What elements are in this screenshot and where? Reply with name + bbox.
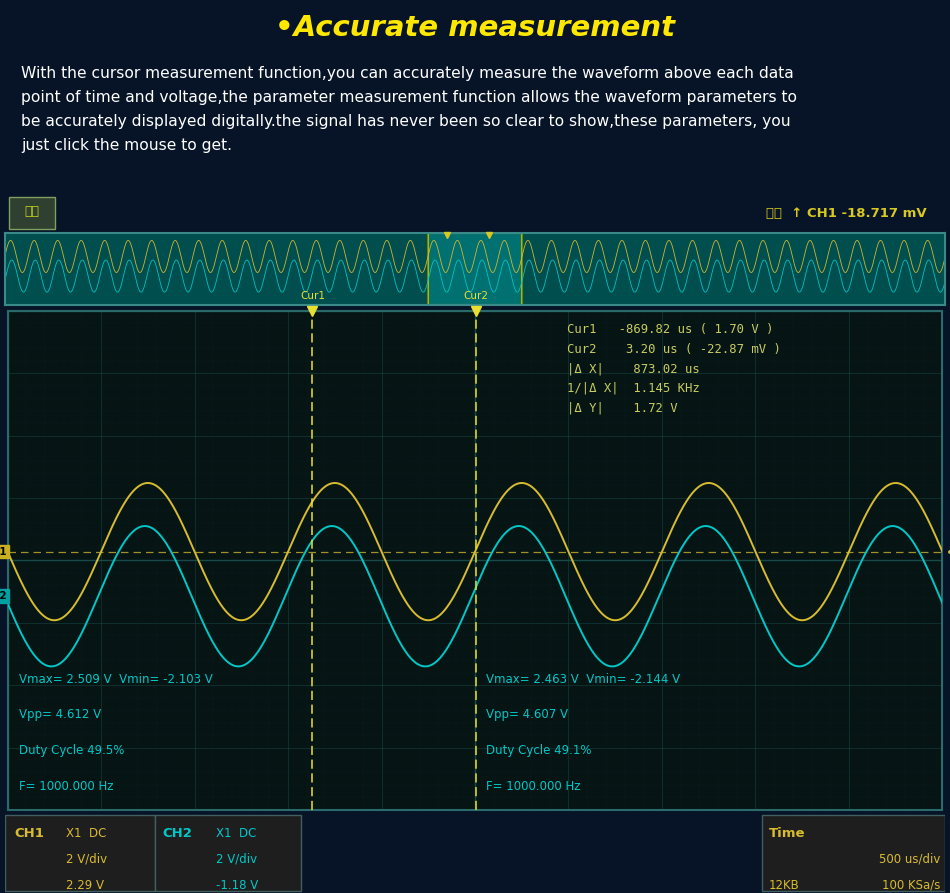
Bar <box>762 814 945 891</box>
Text: CH2: CH2 <box>0 591 7 601</box>
Text: 2.29 V: 2.29 V <box>66 879 104 891</box>
Text: Duty Cycle 49.1%: Duty Cycle 49.1% <box>486 744 592 757</box>
Bar <box>5 814 155 891</box>
Text: CH2: CH2 <box>162 828 193 840</box>
Text: With the cursor measurement function,you can accurately measure the waveform abo: With the cursor measurement function,you… <box>21 65 797 153</box>
Text: 2 V/div: 2 V/div <box>217 853 257 866</box>
Text: 2 V/div: 2 V/div <box>66 853 107 866</box>
Text: X1  DC: X1 DC <box>217 828 256 840</box>
Text: 12KB: 12KB <box>769 879 799 891</box>
Text: 运行: 运行 <box>25 204 40 218</box>
Text: CH1: CH1 <box>14 828 44 840</box>
Text: 100 KSa/s: 100 KSa/s <box>883 879 940 891</box>
Text: Cur1   -869.82 us ( 1.70 V )
Cur2    3.20 us ( -22.87 mV )
|Δ X|    873.02 us
1/: Cur1 -869.82 us ( 1.70 V ) Cur2 3.20 us … <box>566 323 781 414</box>
Text: Vmax= 2.509 V  Vmin= -2.103 V: Vmax= 2.509 V Vmin= -2.103 V <box>19 672 213 686</box>
Text: -1.18 V: -1.18 V <box>217 879 258 891</box>
Text: X1  DC: X1 DC <box>66 828 106 840</box>
Text: Cur1: Cur1 <box>300 291 325 302</box>
Text: F= 1000.000 Hz: F= 1000.000 Hz <box>486 780 580 793</box>
Text: 500 us/div: 500 us/div <box>879 853 940 866</box>
Text: Duty Cycle 49.5%: Duty Cycle 49.5% <box>19 744 124 757</box>
Text: Cur2: Cur2 <box>463 291 488 302</box>
Text: CH1: CH1 <box>0 547 7 556</box>
Bar <box>522 233 945 305</box>
Text: F= 1000.000 Hz: F= 1000.000 Hz <box>19 780 113 793</box>
Text: Time: Time <box>769 828 805 840</box>
Bar <box>10 197 54 230</box>
Text: Vpp= 4.612 V: Vpp= 4.612 V <box>19 708 101 722</box>
Bar <box>428 233 522 305</box>
Text: Vpp= 4.607 V: Vpp= 4.607 V <box>486 708 568 722</box>
Text: Vmax= 2.463 V  Vmin= -2.144 V: Vmax= 2.463 V Vmin= -2.144 V <box>486 672 680 686</box>
Text: •Accurate measurement: •Accurate measurement <box>275 13 675 41</box>
Bar <box>155 814 301 891</box>
Bar <box>5 233 428 305</box>
Text: 自动  ↑ CH1 -18.717 mV: 自动 ↑ CH1 -18.717 mV <box>766 206 926 220</box>
